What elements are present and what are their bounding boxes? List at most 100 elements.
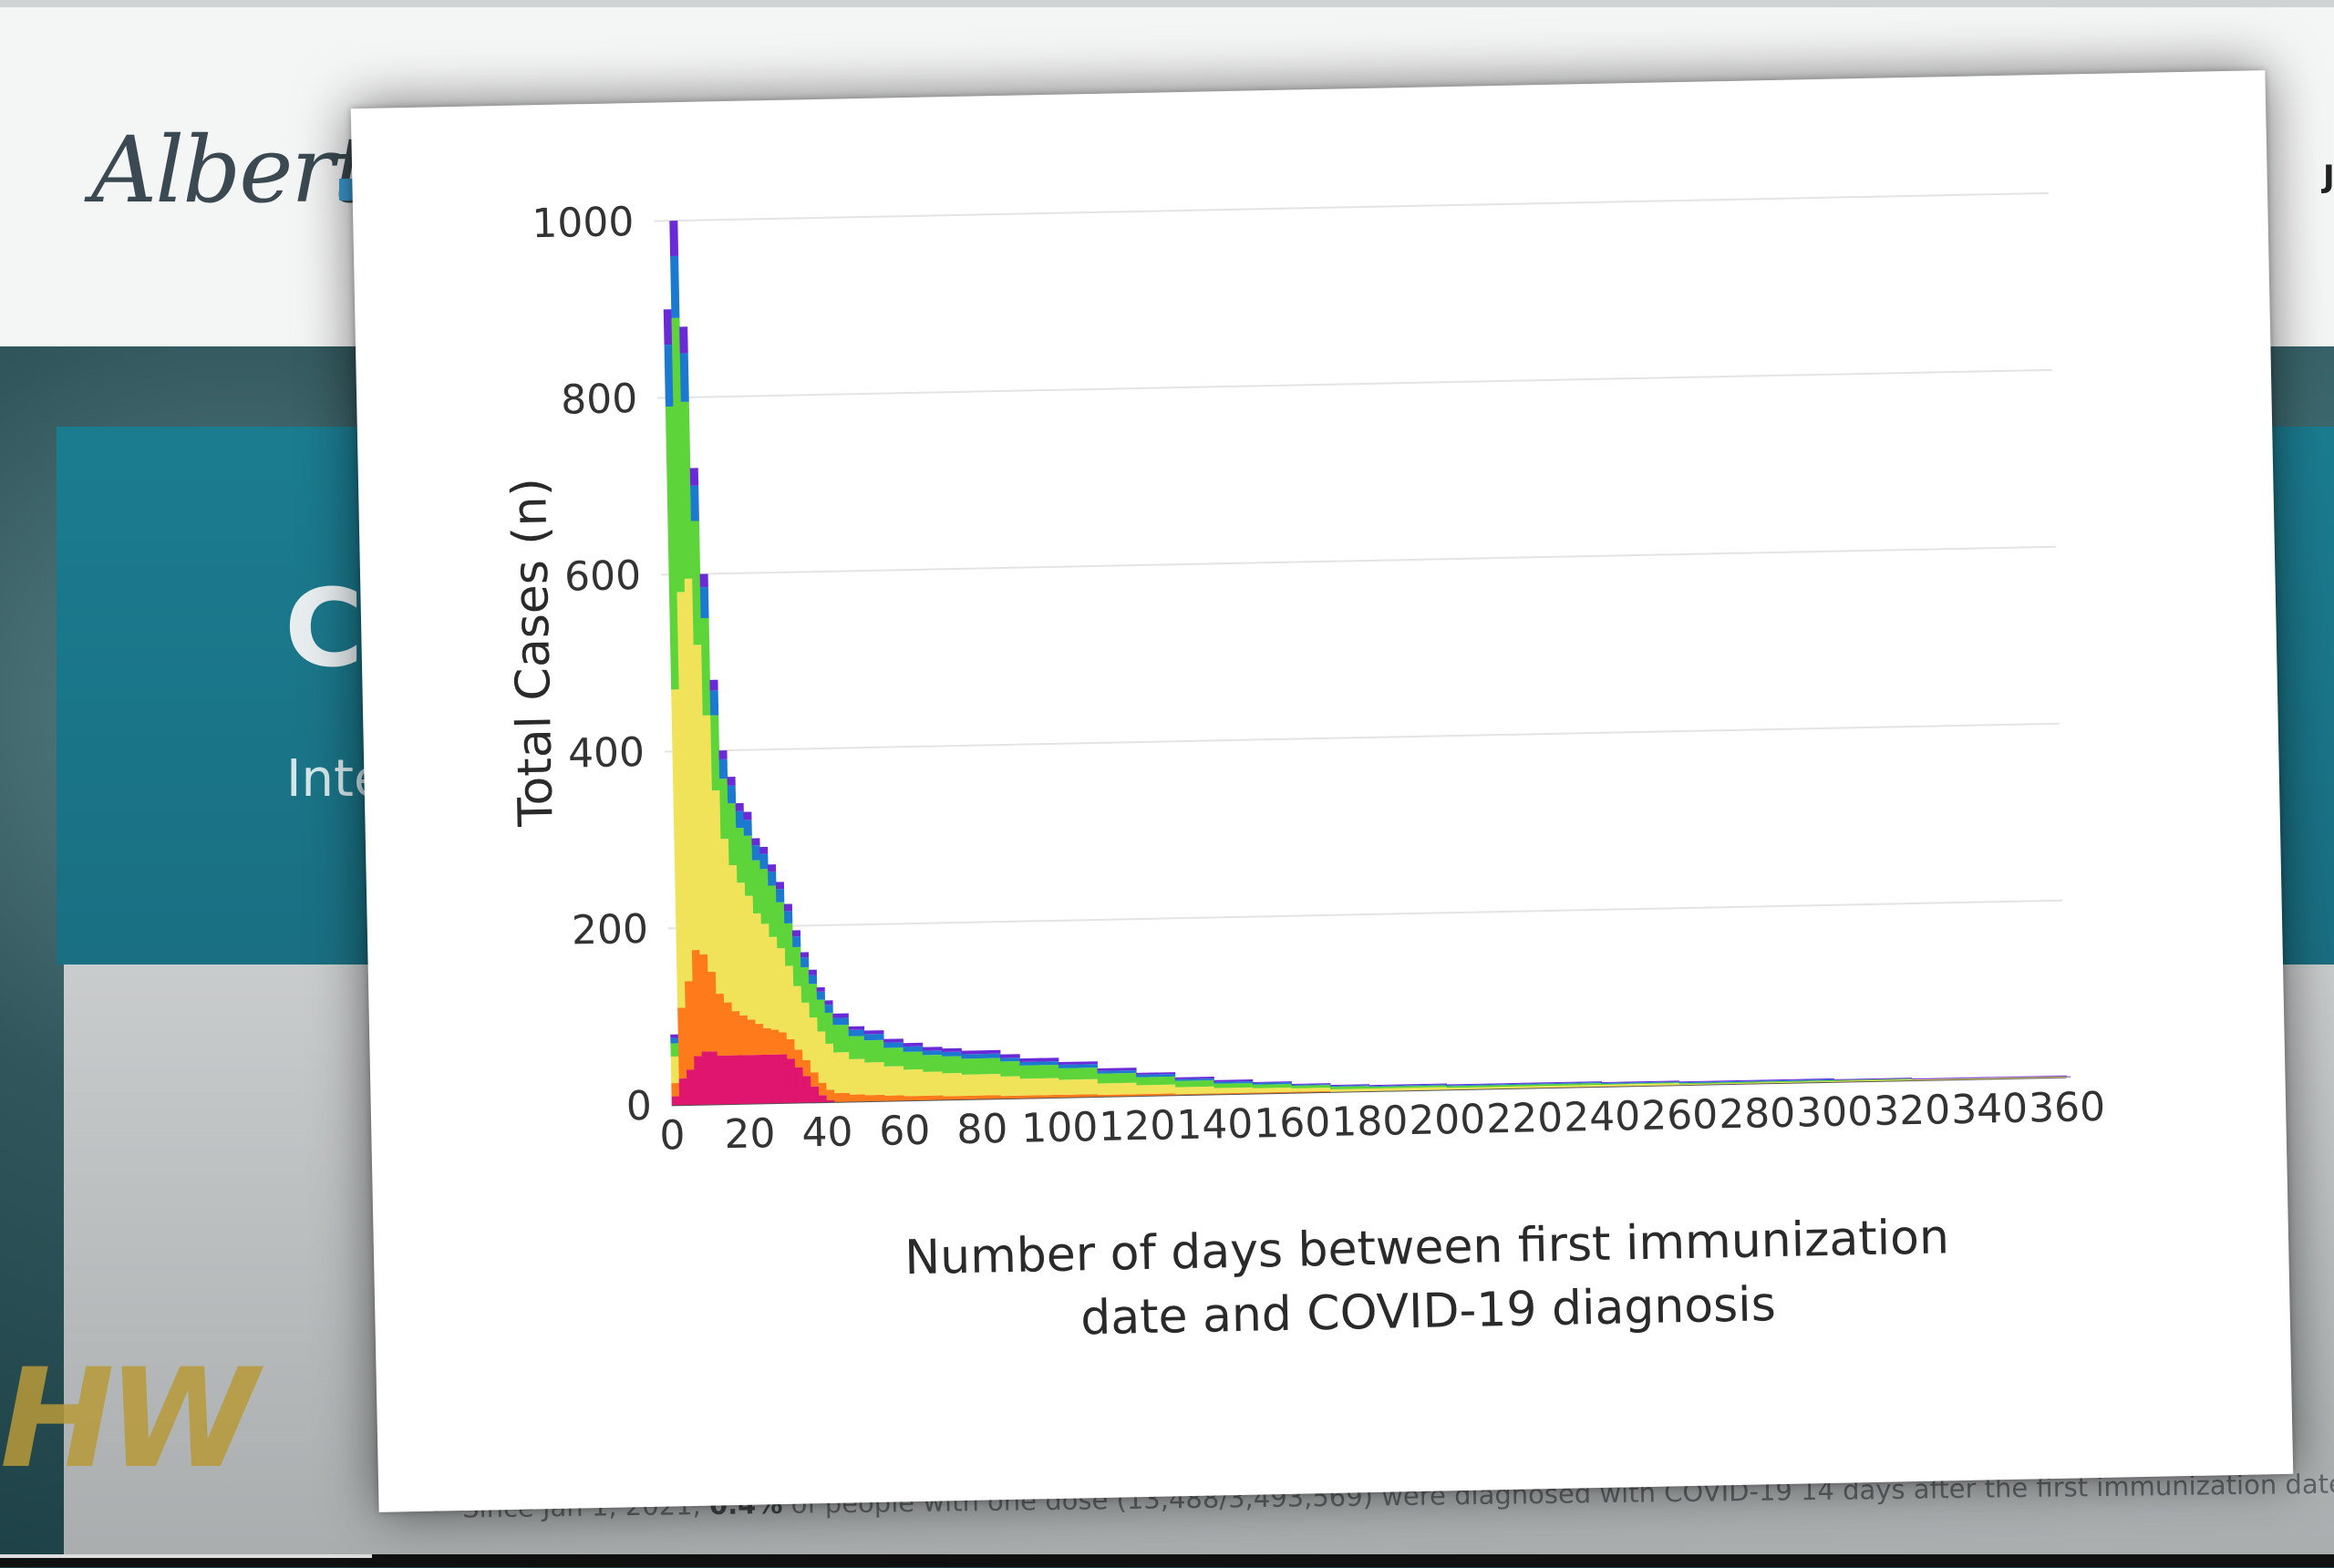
bar-segment bbox=[768, 871, 777, 886]
bar-segment bbox=[1136, 1072, 1176, 1075]
bar-segment bbox=[699, 587, 709, 619]
bar-segment bbox=[677, 1007, 687, 1079]
bar-segment bbox=[737, 882, 749, 1016]
bar-segment bbox=[1446, 1082, 1524, 1086]
bar-segment bbox=[1174, 1078, 1214, 1081]
bar-segment bbox=[670, 255, 680, 318]
bar-segment bbox=[1252, 1081, 1292, 1083]
nav-link-fragment[interactable]: J bbox=[2323, 159, 2334, 195]
video-progress[interactable] bbox=[0, 1554, 372, 1558]
chart-card: 0 20 40 60 80 100 120 140 160 180 200 220 240 260 280 3… bbox=[350, 70, 2294, 1512]
video-player-bar[interactable] bbox=[0, 1554, 2334, 1567]
bar-segment bbox=[716, 993, 726, 1057]
bar-segment bbox=[1601, 1080, 1679, 1084]
bar-segment bbox=[700, 617, 711, 716]
bar-segment bbox=[943, 1096, 963, 1100]
bar-segment bbox=[670, 1043, 679, 1057]
bar-segment bbox=[731, 1011, 741, 1056]
bar-segment bbox=[664, 345, 674, 407]
bar-segment bbox=[702, 715, 717, 973]
bar-segment bbox=[670, 1056, 680, 1084]
bar-segment bbox=[1175, 1093, 1215, 1096]
bar-segment bbox=[1019, 1078, 1040, 1096]
channel-watermark: HW bbox=[0, 1340, 258, 1499]
bar-segment bbox=[1136, 1084, 1176, 1095]
bar-segment bbox=[1000, 1095, 1021, 1099]
bar-segment bbox=[942, 1056, 963, 1074]
bar-segment bbox=[684, 578, 700, 951]
bar-segment bbox=[759, 853, 769, 870]
bar-segment bbox=[980, 1053, 1001, 1058]
bar-segment bbox=[961, 1074, 983, 1097]
bar-segment bbox=[802, 1059, 811, 1077]
bar-segment bbox=[739, 1015, 749, 1056]
x-tick-label: 260 bbox=[1641, 1091, 1719, 1140]
bar-segment bbox=[770, 1029, 780, 1055]
bar-segment bbox=[848, 1036, 865, 1059]
bar-segment bbox=[1523, 1081, 1602, 1084]
bar-segment bbox=[759, 846, 769, 854]
bar-segment bbox=[1446, 1086, 1525, 1090]
bar-segment bbox=[701, 1051, 711, 1105]
x-tick-label: 320 bbox=[1874, 1087, 1951, 1135]
bar-segment bbox=[826, 1089, 835, 1101]
bar-segment bbox=[751, 860, 762, 913]
bar-segment bbox=[922, 1050, 943, 1056]
bar-segment bbox=[709, 679, 718, 691]
bar-segment bbox=[1446, 1083, 1525, 1087]
bar-segment bbox=[864, 1062, 885, 1096]
bar-segment bbox=[784, 923, 794, 966]
bar-segment bbox=[760, 923, 772, 1028]
bar-segment bbox=[1988, 1075, 2067, 1078]
bar-segment bbox=[768, 885, 778, 937]
bar-segment bbox=[1368, 1083, 1447, 1087]
bar-segment bbox=[676, 592, 694, 982]
bar-segment bbox=[747, 1019, 757, 1056]
bar-segment bbox=[1756, 1079, 1834, 1083]
bar-segment bbox=[942, 1051, 962, 1057]
x-tick-label: 120 bbox=[1099, 1102, 1176, 1150]
bar-segment bbox=[834, 1092, 851, 1102]
bar-segment bbox=[832, 1025, 850, 1053]
bar-segment bbox=[981, 1095, 1002, 1099]
bar-segment bbox=[962, 1095, 983, 1099]
bar-segment bbox=[961, 1057, 982, 1075]
bar-segment bbox=[759, 869, 769, 924]
bar-segment bbox=[884, 1095, 905, 1101]
bar-segment bbox=[1678, 1082, 1758, 1086]
bar-segment bbox=[816, 986, 825, 992]
bar-segment bbox=[685, 981, 695, 1070]
bar-segment bbox=[743, 811, 752, 820]
bar-segment bbox=[922, 1047, 943, 1051]
bar-segment bbox=[784, 911, 793, 923]
bar-segment bbox=[883, 1047, 904, 1067]
x-tick-label: 20 bbox=[724, 1110, 776, 1158]
bar-segment bbox=[736, 828, 746, 883]
bar-segment bbox=[980, 1049, 1001, 1055]
bar-segment bbox=[1678, 1079, 1757, 1083]
bar-segment bbox=[751, 838, 760, 846]
bar-segment bbox=[694, 1056, 704, 1105]
bar-segment bbox=[1678, 1080, 1757, 1084]
bar-segment bbox=[678, 1078, 688, 1106]
bar-segment bbox=[709, 690, 719, 716]
bar-segment bbox=[922, 1054, 944, 1072]
bar-segment bbox=[1523, 1082, 1602, 1085]
bar-segment bbox=[1038, 1061, 1059, 1066]
gridline bbox=[664, 722, 2060, 753]
bar-segment bbox=[771, 1054, 781, 1104]
bar-segment bbox=[776, 902, 786, 949]
bar-segment bbox=[1911, 1078, 1989, 1081]
bar-segment bbox=[699, 573, 708, 588]
bar-segment bbox=[904, 1068, 924, 1097]
bar-segment bbox=[1213, 1081, 1254, 1084]
bar-segment bbox=[1097, 1070, 1137, 1074]
bar-segment bbox=[680, 401, 693, 579]
bar-segment bbox=[1368, 1084, 1447, 1088]
x-tick-label: 220 bbox=[1486, 1095, 1564, 1143]
bar-segment bbox=[824, 1005, 833, 1014]
bar-segment bbox=[1039, 1094, 1060, 1099]
bar-segment bbox=[824, 1000, 833, 1006]
x-axis-ticks: 0 20 40 60 80 100 120 140 160 180 200 220 240 260 280 3… bbox=[659, 1084, 2106, 1160]
bar-segment bbox=[801, 1002, 811, 1060]
